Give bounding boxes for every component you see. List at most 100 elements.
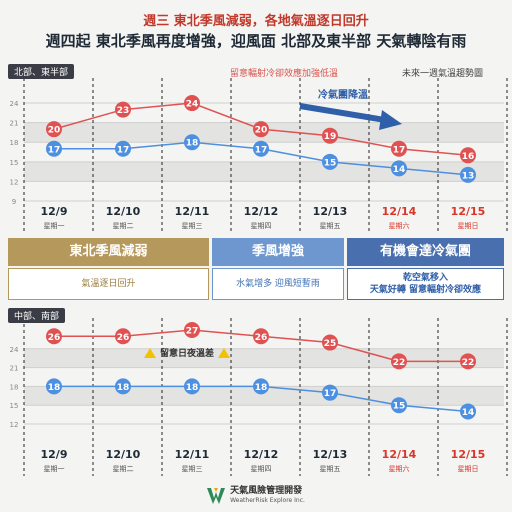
bottom-chart-weekday-label: 星期三 xyxy=(182,465,203,473)
bottom-chart-weekday-label: 星期四 xyxy=(251,465,272,473)
bottom-chart-date-label: 12/9 xyxy=(41,448,68,461)
bottom-chart-weekday-label: 星期日 xyxy=(458,465,479,473)
bottom-chart-date-label: 12/12 xyxy=(244,448,279,461)
top-chart-date-label: 12/9 xyxy=(41,205,68,218)
top-chart-date-label: 12/15 xyxy=(451,205,486,218)
bottom-chart-ytick-label: 15 xyxy=(10,402,19,410)
bottom-chart-data-label: 26 xyxy=(255,333,268,343)
top-chart-date-label: 12/12 xyxy=(244,205,279,218)
bottom-chart-ytick-label: 18 xyxy=(10,383,19,391)
phase-3-title: 有機會達冷氣團 xyxy=(347,238,504,266)
trend-label: 未來一週氣溫趨勢圖 xyxy=(402,69,484,79)
bottom-chart-band xyxy=(24,386,504,406)
bottom-chart-date-label: 12/10 xyxy=(106,448,141,461)
top-chart-ytick-label: 9 xyxy=(12,198,16,206)
warning-icon-right xyxy=(218,347,231,358)
bottom-chart-data-label: 22 xyxy=(462,358,475,368)
bottom-chart-data-label: 25 xyxy=(324,339,337,349)
top-region-label: 北部、東半部 xyxy=(8,64,75,79)
bottom-chart-band xyxy=(24,348,504,368)
top-chart-data-label: 16 xyxy=(462,152,475,162)
top-chart-ytick-label: 24 xyxy=(10,100,19,108)
top-chart-data-label: 20 xyxy=(48,126,61,136)
top-chart-data-label: 17 xyxy=(393,145,406,155)
bottom-chart-data-label: 22 xyxy=(393,358,406,368)
top-chart-ytick-label: 12 xyxy=(10,178,19,186)
top-chart-low-point xyxy=(184,134,200,151)
top-chart-low-point xyxy=(46,140,62,157)
cold-surge-arrow xyxy=(299,103,386,123)
phase-1-note-line: 氣溫逐日回升 xyxy=(81,279,136,289)
bottom-chart-data-label: 14 xyxy=(462,408,475,418)
top-chart-high-point xyxy=(391,140,407,157)
bottom-chart-weekday-label: 星期六 xyxy=(389,464,410,473)
footer-org-en: WeatherRisk Explore Inc. xyxy=(230,497,305,504)
top-chart-high-point xyxy=(322,127,338,144)
bottom-chart-ytick-label: 21 xyxy=(10,365,19,373)
bottom-chart-date-label: 12/11 xyxy=(175,448,210,461)
bottom-chart-low-point xyxy=(322,384,338,401)
top-chart-high-point xyxy=(460,147,476,164)
top-chart-weekday-label: 星期一 xyxy=(44,222,65,230)
bottom-chart-date-label: 12/14 xyxy=(382,448,417,461)
top-chart-date-label: 12/14 xyxy=(382,205,417,218)
top-chart-weekday-label: 星期日 xyxy=(458,222,479,230)
top-chart-weekday-label: 星期六 xyxy=(389,221,410,230)
top-chart-data-label: 17 xyxy=(255,145,268,155)
phase-2-note-line: 水氣增多 迎風短暫雨 xyxy=(236,279,320,289)
bottom-chart-data-label: 18 xyxy=(48,383,61,393)
top-chart-data-label: 15 xyxy=(324,158,337,168)
bottom-chart-data-label: 17 xyxy=(324,389,337,399)
top-chart-data-label: 13 xyxy=(462,171,475,181)
bottom-chart-data-label: 18 xyxy=(117,383,130,393)
top-chart-ytick-label: 21 xyxy=(10,120,19,128)
logo-w-icon xyxy=(207,488,226,504)
top-chart-low-point xyxy=(115,140,131,157)
bottom-chart: 12 15 18 21 24 26 26 27 26 25 22 22 18 18 18 18 17 15 14 12… xyxy=(10,318,508,476)
top-chart-ytick-label: 15 xyxy=(10,159,19,167)
bottom-chart-weekday-label: 星期二 xyxy=(113,465,134,473)
warning-text: 留意日夜溫差 xyxy=(160,349,215,359)
phase-2-note: 水氣增多 迎風短暫雨 xyxy=(212,268,344,300)
bottom-chart-low-point xyxy=(253,378,269,395)
top-chart-data-label: 17 xyxy=(117,145,130,155)
top-chart: 9 12 15 18 21 24 20 23 24 20 19 17 16 17 17 18 17 15 14 13 1… xyxy=(10,78,508,233)
phase-3-note: 乾空氣移入 天氣好轉 留意輻射冷卻效應 xyxy=(347,268,504,300)
bottom-chart-low-point xyxy=(46,378,62,395)
top-chart-data-label: 20 xyxy=(255,126,268,136)
bottom-chart-high-point xyxy=(184,322,200,338)
top-chart-data-label: 17 xyxy=(48,145,61,155)
top-chart-weekday-label: 星期二 xyxy=(113,222,134,230)
bottom-chart-high-point xyxy=(115,328,131,345)
top-chart-high-point xyxy=(46,121,62,138)
top-chart-high-point xyxy=(115,101,131,118)
bottom-chart-low-point xyxy=(115,378,131,395)
phase-2-title: 季風增強 xyxy=(212,238,344,266)
top-chart-weekday-label: 星期五 xyxy=(320,222,341,230)
warning-callout: 留意日夜溫差 xyxy=(144,346,231,359)
footer-org: 天氣風險管理開發 xyxy=(230,486,303,496)
phase-1-note: 氣溫逐日回升 xyxy=(8,268,209,300)
bottom-chart-low-point xyxy=(391,397,407,414)
top-chart-low-point xyxy=(460,166,476,183)
arrow-label: 冷氣團降溫 xyxy=(318,90,368,101)
top-chart-date-label: 12/10 xyxy=(106,205,141,218)
top-chart-ytick-label: 18 xyxy=(10,139,19,147)
bottom-region-label: 中部、南部 xyxy=(8,308,66,323)
top-chart-date-label: 12/13 xyxy=(313,205,348,218)
bottom-chart-high-point xyxy=(391,353,407,370)
bottom-chart-low-point xyxy=(184,378,200,395)
bottom-chart-high-point xyxy=(460,353,476,370)
bottom-chart-ytick-label: 12 xyxy=(10,421,19,429)
warning-icon-left xyxy=(144,347,156,358)
top-chart-data-label: 19 xyxy=(324,132,337,142)
top-chart-low-point xyxy=(391,160,407,177)
top-chart-high-point xyxy=(253,121,269,138)
bottom-chart-data-label: 18 xyxy=(186,383,199,393)
bottom-chart-weekday-label: 星期五 xyxy=(320,465,341,473)
top-chart-data-label: 14 xyxy=(393,165,406,175)
bottom-chart-high-point xyxy=(46,328,62,345)
bottom-chart-data-label: 27 xyxy=(186,327,199,337)
bottom-chart-ytick-label: 24 xyxy=(10,346,19,354)
footer: 天氣風險管理開發 WeatherRisk Explore Inc. xyxy=(0,486,512,506)
